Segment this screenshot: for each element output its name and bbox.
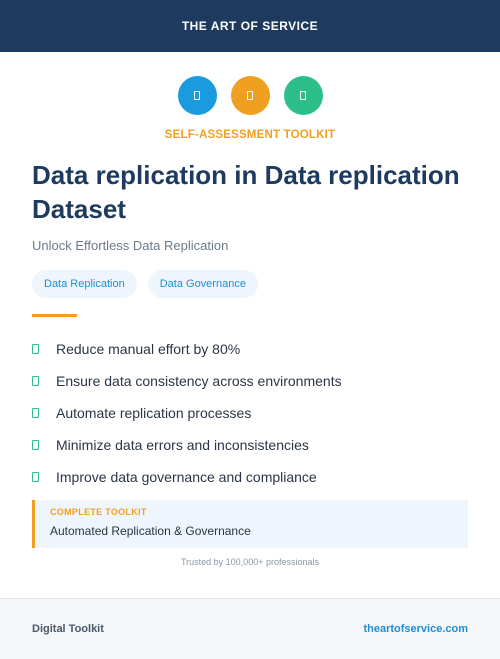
check-icon bbox=[32, 344, 39, 354]
callout-text: Automated Replication & Governance bbox=[50, 524, 251, 538]
benefit-list: Reduce manual effort by 80% Ensure data … bbox=[32, 333, 472, 493]
benefit-item: Ensure data consistency across environme… bbox=[32, 365, 472, 397]
green-badge-icon bbox=[283, 76, 323, 115]
accent-divider bbox=[32, 314, 77, 317]
benefit-item: Improve data governance and compliance bbox=[32, 461, 472, 493]
check-icon bbox=[32, 440, 39, 450]
orange-badge-icon bbox=[230, 76, 270, 115]
tag-list: Data Replication Data Governance bbox=[32, 270, 258, 298]
icon-row bbox=[0, 76, 500, 115]
benefit-text: Reduce manual effort by 80% bbox=[56, 341, 241, 357]
blue-badge-icon bbox=[177, 76, 217, 115]
tag-data-replication[interactable]: Data Replication bbox=[32, 270, 137, 298]
benefit-text: Improve data governance and compliance bbox=[56, 469, 317, 485]
footer-label: Digital Toolkit bbox=[32, 623, 104, 635]
benefit-text: Automate replication processes bbox=[56, 405, 252, 421]
benefit-item: Automate replication processes bbox=[32, 397, 472, 429]
check-icon bbox=[32, 408, 39, 418]
benefit-item: Minimize data errors and inconsistencies bbox=[32, 429, 472, 461]
benefit-text: Minimize data errors and inconsistencies bbox=[56, 437, 309, 453]
check-icon bbox=[32, 376, 39, 386]
check-icon bbox=[32, 472, 39, 482]
trusted-note: Trusted by 100,000+ professionals bbox=[180, 557, 319, 567]
callout-label: COMPLETE TOOLKIT bbox=[50, 507, 147, 517]
page-title: Data replication in Data replication Dat… bbox=[32, 160, 460, 224]
benefit-text: Ensure data consistency across environme… bbox=[56, 373, 342, 389]
header-bar: THE ART OF SERVICE bbox=[0, 0, 500, 52]
footer-bar: Digital Toolkit theartofservice.com bbox=[0, 598, 500, 659]
toolkit-callout: COMPLETE TOOLKIT Automated Replication &… bbox=[32, 500, 468, 548]
brand-title: THE ART OF SERVICE bbox=[181, 19, 319, 33]
kicker-label: SELF-ASSESSMENT TOOLKIT bbox=[164, 129, 336, 141]
benefit-item: Reduce manual effort by 80% bbox=[32, 333, 472, 365]
subtitle: Unlock Effortless Data Replication bbox=[32, 238, 229, 253]
tag-data-governance[interactable]: Data Governance bbox=[147, 270, 258, 298]
website-link[interactable]: theartofservice.com bbox=[363, 623, 468, 635]
